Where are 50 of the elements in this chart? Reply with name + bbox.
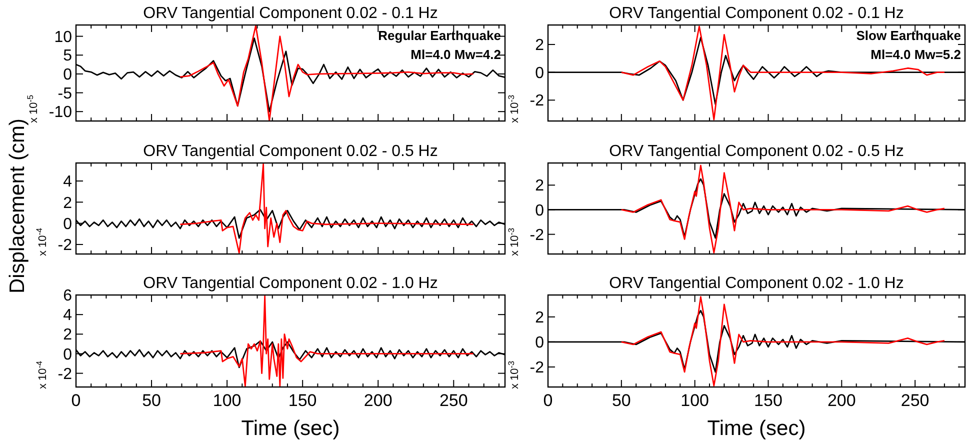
x-tick-label: 250 bbox=[439, 391, 468, 410]
y-tick-label: 2 bbox=[63, 326, 72, 344]
y-tick-label: -2 bbox=[58, 237, 72, 254]
x-tick-label: 200 bbox=[827, 391, 856, 410]
y-tick-label: -2 bbox=[530, 226, 544, 244]
y-tick-label: 4 bbox=[63, 307, 72, 324]
text: Displacement (cm) bbox=[6, 118, 29, 294]
x-tick-label: 100 bbox=[680, 391, 710, 410]
x-tick-label: 150 bbox=[754, 391, 782, 410]
line-series bbox=[620, 164, 946, 254]
chart-title: ORV Tangential Component 0.02 - 0.5 Hz bbox=[143, 143, 438, 160]
x-tick-label: 150 bbox=[288, 391, 317, 410]
x-tick-label: 50 bbox=[142, 391, 161, 410]
x-tick-label: 200 bbox=[364, 391, 392, 410]
chart-title: ORV Tangential Component 0.02 - 0.5 Hz bbox=[609, 143, 904, 160]
line-series bbox=[180, 163, 474, 254]
x-axis-title: Time (sec) bbox=[241, 417, 340, 440]
y-tick-label: 2 bbox=[63, 194, 72, 212]
y-tick-label: 2 bbox=[535, 178, 544, 195]
x-tick-label: 100 bbox=[212, 391, 242, 410]
y-tick-label: 0 bbox=[63, 346, 72, 364]
y-tick-label: -5 bbox=[58, 85, 72, 102]
line-series bbox=[180, 295, 474, 387]
y-tick-label: 0 bbox=[63, 66, 72, 84]
chart-title: ORV Tangential Component 0.02 - 0.1 Hz bbox=[609, 5, 904, 22]
y-tick-label: 0 bbox=[535, 202, 544, 220]
y-tick-label: 5 bbox=[63, 48, 72, 65]
line-series bbox=[620, 296, 946, 386]
y-tick-label: 10 bbox=[54, 28, 72, 46]
x-tick-label: 50 bbox=[612, 391, 631, 410]
y-tick-label: 0 bbox=[63, 216, 72, 233]
y-tick-label: 0 bbox=[535, 64, 544, 82]
annotation: Regular Earthquake bbox=[378, 28, 501, 43]
y-tick-label: 0 bbox=[535, 334, 544, 352]
chart-title: ORV Tangential Component 0.02 - 1.0 Hz bbox=[143, 275, 438, 292]
y-tick-label: 4 bbox=[63, 174, 72, 191]
y-tick-label: -2 bbox=[58, 366, 72, 383]
y-tick-label: 2 bbox=[535, 37, 544, 54]
x-axis-title: Time (sec) bbox=[707, 417, 806, 440]
x-tick-label: 250 bbox=[900, 391, 930, 410]
y-tick-label: -10 bbox=[48, 104, 72, 122]
y-tick-label: -2 bbox=[530, 92, 544, 110]
y-tick-label: 6 bbox=[63, 288, 72, 305]
y-tick-label: 2 bbox=[535, 310, 544, 327]
y-tick-label: -2 bbox=[530, 360, 544, 377]
annotation: Ml=4.0 Mw=5.2 bbox=[870, 47, 961, 62]
annotation: Ml=4.0 Mw=4.2 bbox=[410, 47, 501, 62]
annotation: Slow Earthquake bbox=[856, 28, 961, 43]
chart-title: ORV Tangential Component 0.02 - 1.0 Hz bbox=[609, 275, 904, 292]
chart-title: ORV Tangential Component 0.02 - 0.1 Hz bbox=[143, 5, 438, 22]
